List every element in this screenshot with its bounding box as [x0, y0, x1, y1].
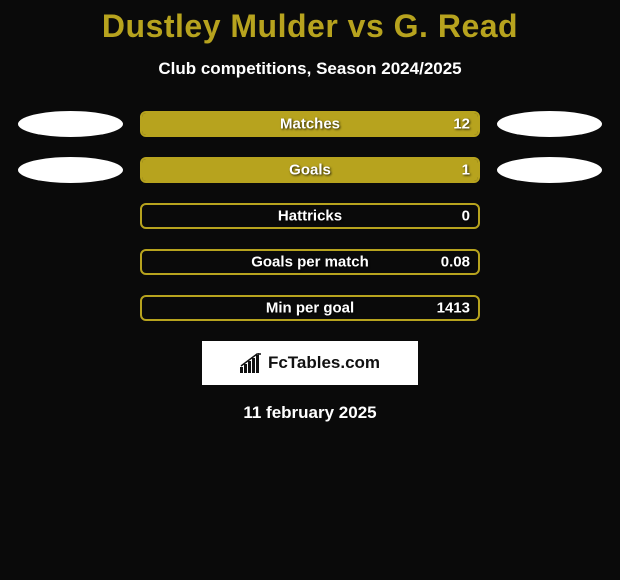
right-spacer — [497, 295, 602, 321]
left-spacer — [18, 295, 123, 321]
subtitle: Club competitions, Season 2024/2025 — [0, 59, 620, 79]
bar-value: 0.08 — [441, 254, 470, 271]
stat-row: Goals 1 — [0, 157, 620, 183]
stat-row: Min per goal 1413 — [0, 295, 620, 321]
stat-bar: Min per goal 1413 — [140, 295, 480, 321]
bar-label: Matches — [280, 116, 340, 133]
left-spacer — [18, 203, 123, 229]
bar-value: 1 — [462, 162, 470, 179]
logo-box: FcTables.com — [202, 341, 418, 385]
logo: FcTables.com — [240, 353, 380, 373]
bar-value: 0 — [462, 208, 470, 225]
stat-row: Goals per match 0.08 — [0, 249, 620, 275]
infographic-container: Dustley Mulder vs G. Read Club competiti… — [0, 0, 620, 423]
left-spacer — [18, 249, 123, 275]
right-ellipse — [497, 111, 602, 137]
bar-label: Min per goal — [266, 300, 354, 317]
right-spacer — [497, 249, 602, 275]
bar-label: Goals — [289, 162, 331, 179]
stat-row: Matches 12 — [0, 111, 620, 137]
right-ellipse — [497, 157, 602, 183]
bar-value: 1413 — [437, 300, 470, 317]
stat-bar: Hattricks 0 — [140, 203, 480, 229]
bar-chart-icon — [240, 353, 262, 373]
bar-label: Hattricks — [278, 208, 342, 225]
right-spacer — [497, 203, 602, 229]
stat-rows: Matches 12 Goals 1 Hattricks 0 Goals per match… — [0, 111, 620, 321]
bar-value: 12 — [453, 116, 470, 133]
stat-bar: Matches 12 — [140, 111, 480, 137]
bar-label: Goals per match — [251, 254, 369, 271]
page-title: Dustley Mulder vs G. Read — [0, 8, 620, 45]
left-ellipse — [18, 111, 123, 137]
left-ellipse — [18, 157, 123, 183]
logo-text: FcTables.com — [268, 353, 380, 373]
date-text: 11 february 2025 — [0, 403, 620, 423]
stat-row: Hattricks 0 — [0, 203, 620, 229]
stat-bar: Goals 1 — [140, 157, 480, 183]
stat-bar: Goals per match 0.08 — [140, 249, 480, 275]
